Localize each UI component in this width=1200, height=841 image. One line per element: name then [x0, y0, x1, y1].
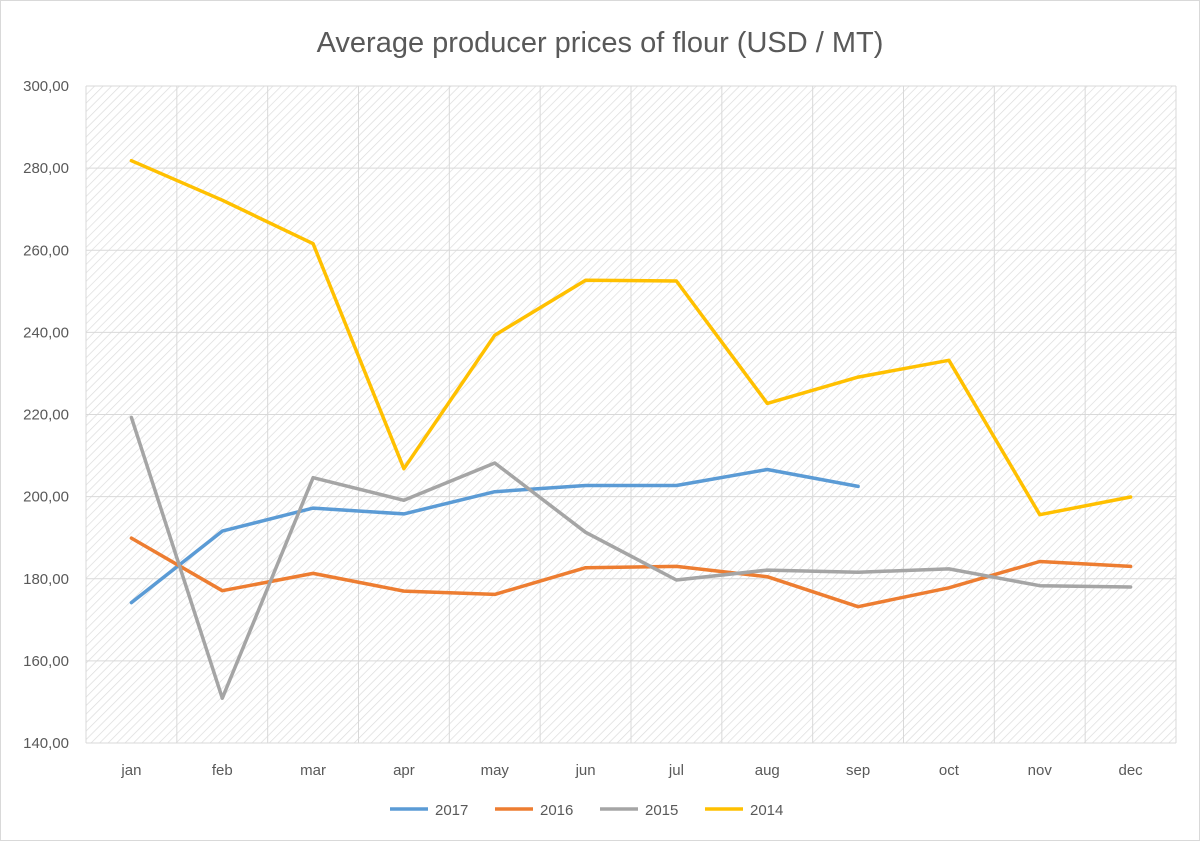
x-tick-label: sep	[846, 762, 870, 779]
legend-label: 2016	[540, 802, 573, 819]
gridlines	[85, 85, 1177, 744]
series-lines	[129, 158, 1133, 700]
x-tick-label: nov	[1028, 762, 1053, 779]
legend-label: 2015	[645, 802, 678, 819]
y-tick-label: 260,00	[23, 242, 69, 259]
y-tick-label: 140,00	[23, 735, 69, 752]
x-tick-label: apr	[393, 762, 415, 779]
legend-label: 2014	[750, 802, 783, 819]
series-line-2017	[129, 467, 860, 605]
chart-title: Average producer prices of flour (USD / …	[317, 27, 884, 59]
legend-item-2015[interactable]: 2015	[600, 802, 678, 819]
x-axis: jan feb mar apr may jun jul aug sep oct nov dec	[120, 762, 1143, 779]
legend[interactable]: 2017 2016 2015 2014	[390, 802, 783, 819]
x-tick-label: feb	[212, 762, 233, 779]
y-tick-label: 300,00	[23, 78, 69, 95]
y-axis: 140,00 160,00 180,00 200,00 220,00 240,00 260,…	[23, 78, 69, 752]
legend-item-2014[interactable]: 2014	[705, 802, 783, 819]
y-tick-label: 180,00	[23, 571, 69, 588]
x-tick-label: dec	[1118, 762, 1143, 779]
x-tick-label: jun	[575, 762, 596, 779]
legend-label: 2017	[435, 802, 468, 819]
legend-item-2017[interactable]: 2017	[390, 802, 468, 819]
series-line-2014	[129, 158, 1133, 517]
y-tick-label: 220,00	[23, 407, 69, 424]
series-line-2016	[129, 536, 1133, 609]
x-tick-label: jul	[668, 762, 684, 779]
y-tick-label: 240,00	[23, 324, 69, 341]
x-tick-label: oct	[939, 762, 960, 779]
series-line-2015	[129, 415, 1133, 700]
y-tick-label: 280,00	[23, 160, 69, 177]
x-tick-label: aug	[755, 762, 780, 779]
y-tick-label: 200,00	[23, 489, 69, 506]
x-tick-label: jan	[120, 762, 141, 779]
y-tick-label: 160,00	[23, 653, 69, 670]
x-tick-label: mar	[300, 762, 326, 779]
x-tick-label: may	[481, 762, 510, 779]
legend-item-2016[interactable]: 2016	[495, 802, 573, 819]
